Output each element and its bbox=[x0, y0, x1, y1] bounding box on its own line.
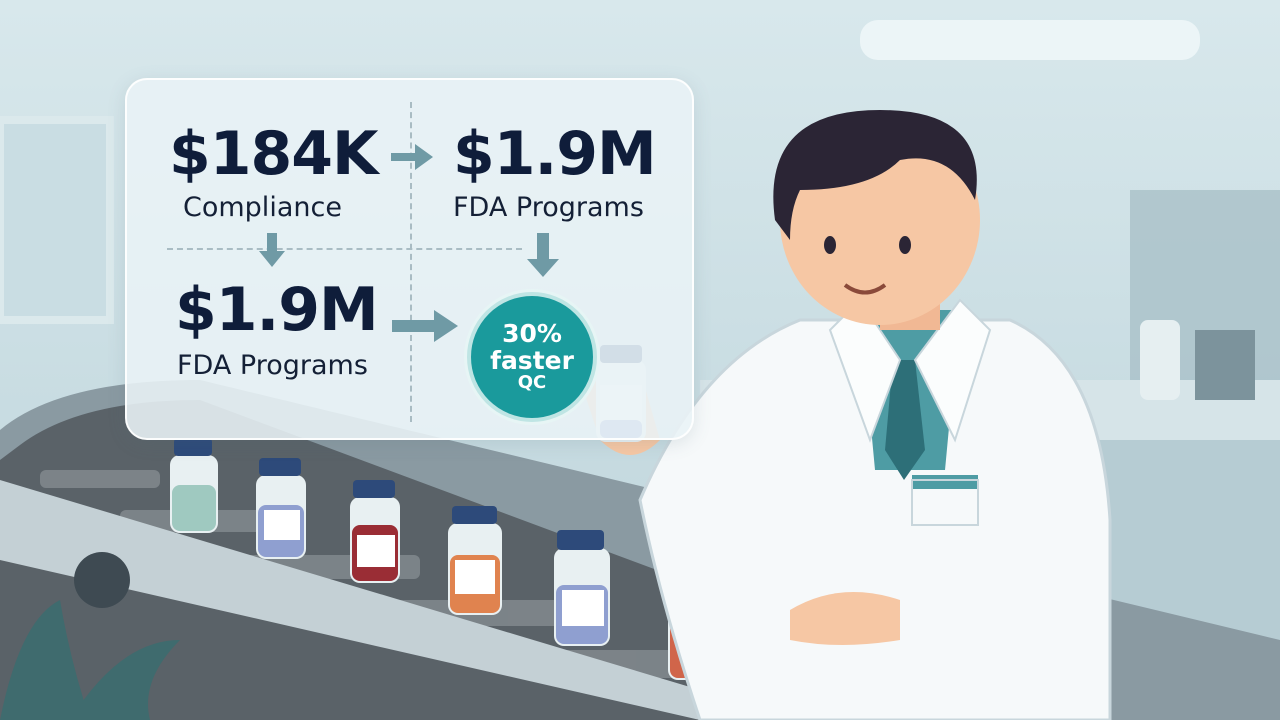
divider-horizontal bbox=[167, 248, 522, 250]
badge-percent: 30% bbox=[502, 319, 562, 349]
faster-qc-badge: 30% faster QC bbox=[467, 292, 597, 422]
compliance-value: $184K bbox=[169, 119, 378, 189]
lab-coat bbox=[638, 318, 1112, 720]
cost-infographic-panel: $184K Compliance $1.9M FDA Programs $1.9… bbox=[125, 78, 694, 440]
badge-qc: QC bbox=[517, 371, 547, 393]
badge-text: faster bbox=[490, 345, 574, 375]
tie bbox=[885, 360, 925, 480]
fda-programs-value-bottom: $1.9M bbox=[175, 275, 379, 345]
fda-programs-label-top: FDA Programs bbox=[453, 192, 644, 223]
hair bbox=[773, 110, 977, 240]
fda-programs-label-bottom: FDA Programs bbox=[177, 350, 368, 381]
arrow-right-icon bbox=[391, 144, 433, 170]
conveyor-roller bbox=[74, 552, 130, 608]
plant bbox=[0, 600, 180, 720]
arrow-down-icon bbox=[259, 233, 285, 267]
window bbox=[0, 116, 114, 324]
compliance-label: Compliance bbox=[183, 192, 342, 223]
fda-programs-value-top: $1.9M bbox=[453, 119, 657, 189]
ceiling-light bbox=[860, 20, 1200, 60]
arrow-right-icon bbox=[392, 310, 458, 342]
hand bbox=[790, 592, 900, 645]
scientist-illustration bbox=[580, 110, 1112, 720]
arrow-down-icon bbox=[527, 233, 559, 277]
divider-vertical bbox=[410, 102, 412, 422]
